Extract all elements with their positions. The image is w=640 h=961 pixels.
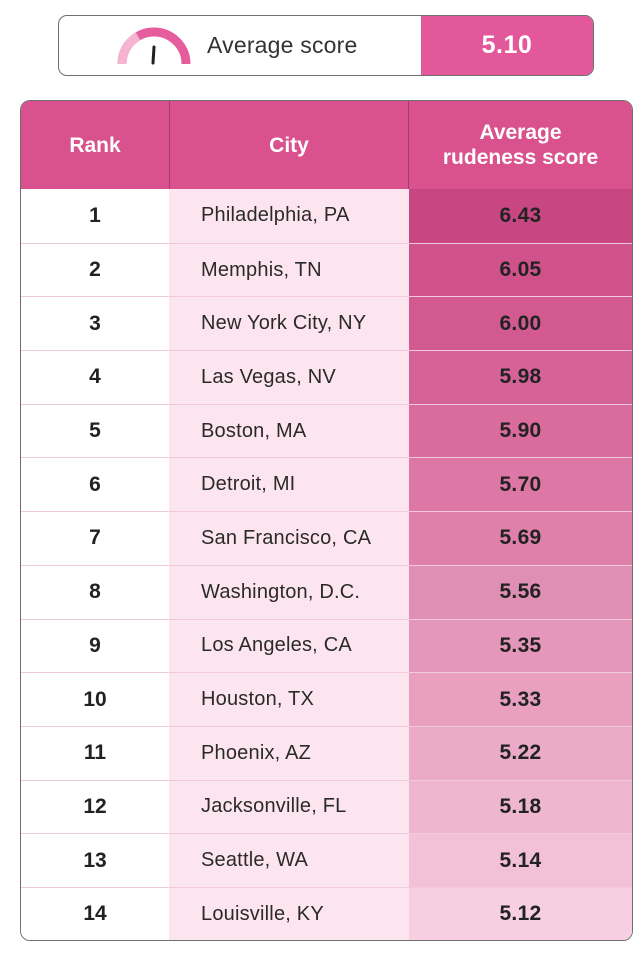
rank-cell: 6 xyxy=(21,458,169,512)
score-cell: 5.12 xyxy=(409,887,632,940)
city-cell: Philadelphia, PA xyxy=(169,189,409,243)
score-cell: 5.22 xyxy=(409,726,632,780)
city-cell: Los Angeles, CA xyxy=(169,619,409,673)
score-cell: 6.05 xyxy=(409,243,632,297)
header-score-line2: rudeness score xyxy=(442,146,599,169)
rank-cell: 5 xyxy=(21,404,169,458)
score-cell: 5.18 xyxy=(409,780,632,834)
city-cell: Washington, D.C. xyxy=(169,565,409,619)
header-score: Average rudeness score xyxy=(409,101,632,189)
rank-cell: 3 xyxy=(21,297,169,351)
city-cell: Louisville, KY xyxy=(169,887,409,940)
rank-cell: 4 xyxy=(21,351,169,404)
table-row: 8 Washington, D.C. 5.56 xyxy=(21,564,632,619)
table-header: Rank City Average rudeness score xyxy=(21,101,632,189)
city-cell: New York City, NY xyxy=(169,297,409,351)
city-cell: Jacksonville, FL xyxy=(169,780,409,834)
rank-cell: 7 xyxy=(21,512,169,565)
city-cell: Houston, TX xyxy=(169,673,409,726)
score-cell: 5.98 xyxy=(409,351,632,404)
city-cell: Boston, MA xyxy=(169,404,409,458)
rank-cell: 11 xyxy=(21,726,169,780)
rank-cell: 14 xyxy=(21,887,169,940)
header-rank: Rank xyxy=(69,133,121,157)
score-cell: 5.70 xyxy=(409,458,632,512)
city-cell: Las Vegas, NV xyxy=(169,351,409,404)
table-row: 12 Jacksonville, FL 5.18 xyxy=(21,779,632,834)
rank-cell: 12 xyxy=(21,780,169,834)
score-cell: 5.69 xyxy=(409,512,632,565)
average-score-box: Average score 5.10 xyxy=(58,15,594,76)
table-row: 7 San Francisco, CA 5.69 xyxy=(21,511,632,565)
score-cell: 5.35 xyxy=(409,619,632,673)
rank-cell: 8 xyxy=(21,565,169,619)
table-row: 1 Philadelphia, PA 6.43 xyxy=(21,189,632,243)
rank-cell: 13 xyxy=(21,834,169,887)
table-row: 2 Memphis, TN 6.05 xyxy=(21,242,632,297)
table-row: 4 Las Vegas, NV 5.98 xyxy=(21,350,632,404)
average-score-label-area: Average score xyxy=(59,16,421,75)
city-cell: Seattle, WA xyxy=(169,834,409,887)
score-cell: 5.56 xyxy=(409,565,632,619)
gauge-icon xyxy=(117,27,191,65)
average-score-value: 5.10 xyxy=(421,16,593,75)
table-row: 10 Houston, TX 5.33 xyxy=(21,672,632,726)
table-row: 6 Detroit, MI 5.70 xyxy=(21,457,632,512)
rank-cell: 1 xyxy=(21,189,169,243)
table-body: 1 Philadelphia, PA 6.43 2 Memphis, TN 6.05 3 Ne… xyxy=(21,189,632,940)
header-score-line1: Average xyxy=(479,121,562,144)
city-cell: Detroit, MI xyxy=(169,458,409,512)
rank-cell: 9 xyxy=(21,619,169,673)
city-cell: Memphis, TN xyxy=(169,243,409,297)
score-cell: 6.00 xyxy=(409,297,632,351)
rudeness-table: Rank City Average rudeness score 1 Philad… xyxy=(20,100,633,941)
score-cell: 5.90 xyxy=(409,404,632,458)
table-row: 5 Boston, MA 5.90 xyxy=(21,403,632,458)
city-cell: San Francisco, CA xyxy=(169,512,409,565)
header-city: City xyxy=(169,101,409,189)
table-row: 13 Seattle, WA 5.14 xyxy=(21,833,632,887)
table-row: 11 Phoenix, AZ 5.22 xyxy=(21,725,632,780)
rank-cell: 10 xyxy=(21,673,169,726)
average-score-label: Average score xyxy=(207,32,358,58)
table-row: 9 Los Angeles, CA 5.35 xyxy=(21,618,632,673)
city-cell: Phoenix, AZ xyxy=(169,726,409,780)
score-cell: 5.14 xyxy=(409,834,632,887)
table-row: 14 Louisville, KY 5.12 xyxy=(21,886,632,940)
rank-cell: 2 xyxy=(21,243,169,297)
score-cell: 5.33 xyxy=(409,673,632,726)
score-cell: 6.43 xyxy=(409,189,632,243)
table-row: 3 New York City, NY 6.00 xyxy=(21,296,632,351)
